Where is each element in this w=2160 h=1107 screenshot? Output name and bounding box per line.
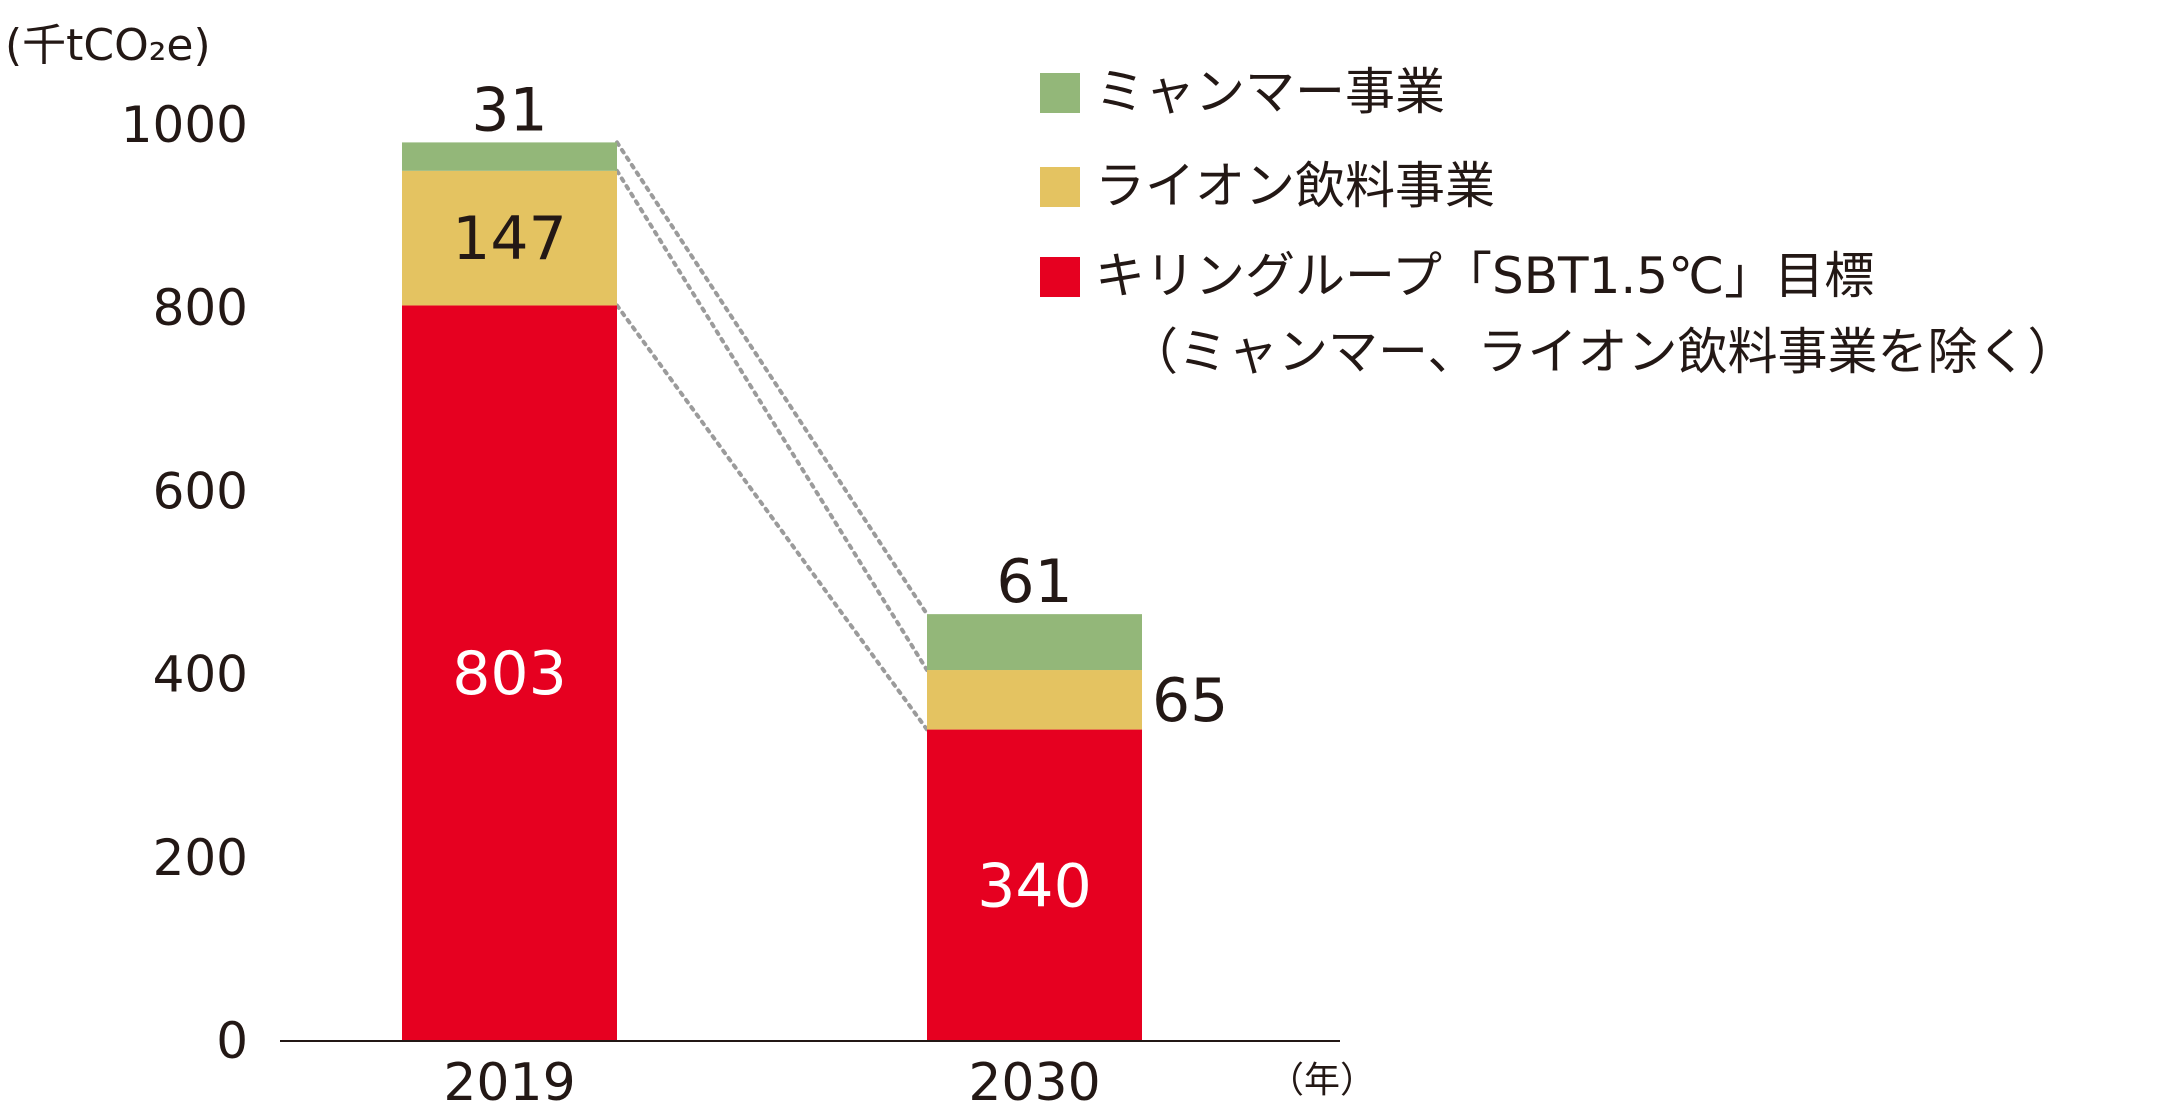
legend-label: キリングループ「SBT1.5℃」目標 — [1095, 247, 1874, 305]
legend-swatch — [1040, 73, 1080, 113]
bar-segment — [402, 142, 617, 171]
connector-lines — [615, 140, 929, 732]
y-tick-label: 400 — [153, 646, 248, 704]
y-tick-label: 200 — [153, 829, 248, 887]
connector-line — [615, 168, 929, 673]
bar-segment — [927, 729, 1142, 1041]
x-axis-unit-label: （年） — [1268, 1060, 1376, 1101]
x-tick-label: 2019 — [443, 1053, 575, 1103]
y-tick-label: 1000 — [121, 96, 248, 154]
data-label: 65 — [1152, 666, 1228, 736]
bar-segment — [402, 170, 617, 306]
data-label: 147 — [452, 204, 567, 274]
bars — [402, 142, 1142, 1041]
data-label: 803 — [452, 639, 567, 709]
y-axis-unit-label: (千tCO₂e) — [5, 20, 211, 71]
legend-label: ライオン飲料事業 — [1095, 157, 1495, 215]
connector-line — [615, 303, 929, 732]
y-tick-label: 600 — [153, 462, 248, 520]
x-axis: 2019 2030 — [443, 1053, 1100, 1107]
data-label: 31 — [471, 75, 547, 145]
legend-swatch — [1040, 257, 1080, 297]
y-tick-label: 0 — [216, 1012, 248, 1070]
data-label: 61 — [996, 547, 1072, 617]
value-labels: 803 147 31 340 65 61 — [452, 75, 1228, 921]
data-label: 340 — [977, 851, 1092, 921]
x-tick-label: 2030 — [968, 1053, 1100, 1103]
bar-segment — [927, 670, 1142, 730]
y-tick-label: 800 — [153, 279, 248, 337]
legend-swatch — [1040, 167, 1080, 207]
legend-label: ミャンマー事業 — [1095, 63, 1445, 121]
connector-line — [615, 140, 929, 617]
legend-label-line2: （ミャンマー、ライオン飲料事業を除く） — [1128, 323, 2078, 381]
y-axis: 0 200 400 600 800 1000 — [121, 96, 248, 1070]
bar-segment — [927, 614, 1142, 671]
bar-segment — [402, 305, 617, 1041]
